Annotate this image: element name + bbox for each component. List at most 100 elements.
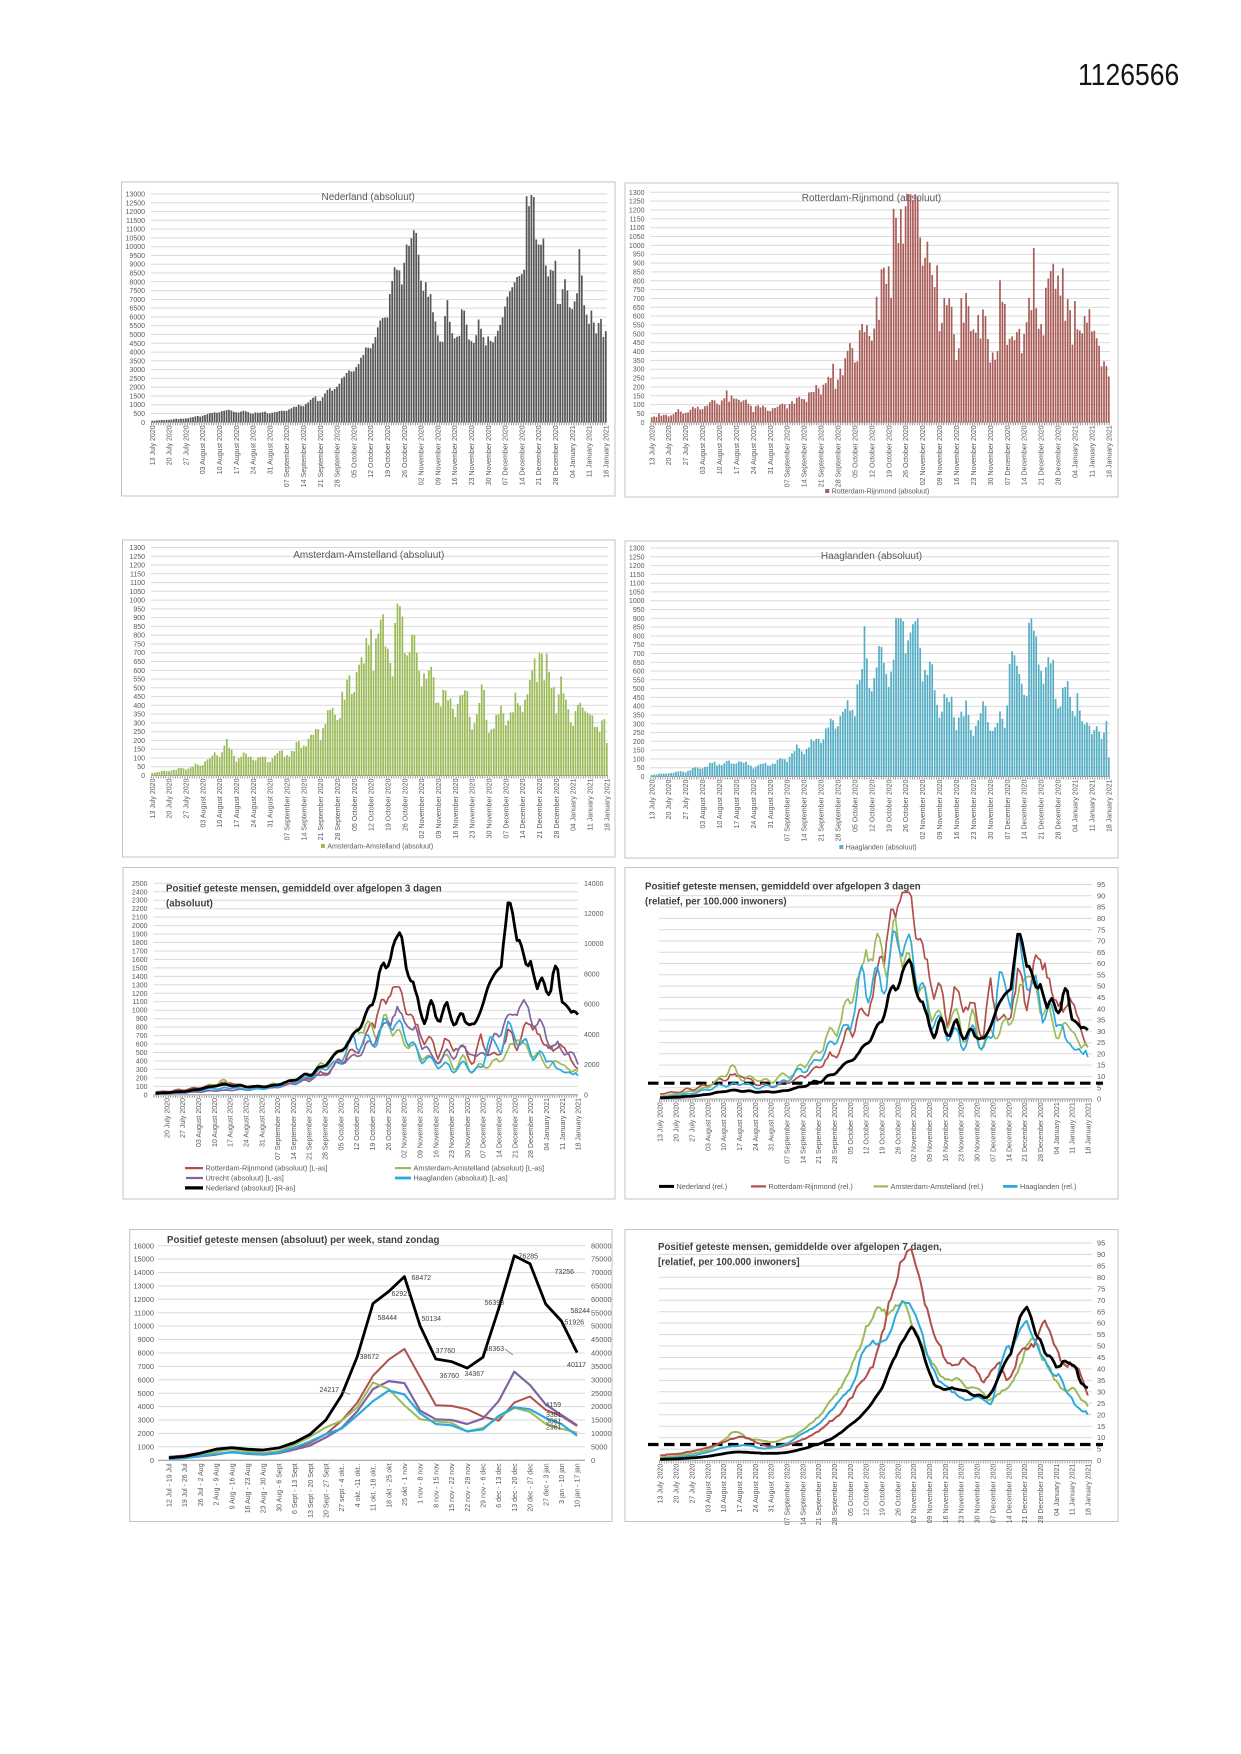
svg-text:20000: 20000 [591, 1402, 612, 1411]
svg-text:15 nov - 22 nov: 15 nov - 22 nov [449, 1463, 456, 1512]
svg-text:650: 650 [133, 659, 145, 666]
svg-text:400: 400 [133, 703, 145, 710]
svg-text:6 Sept - 13 Sept: 6 Sept - 13 Sept [292, 1463, 299, 1514]
svg-text:07 September 2020: 07 September 2020 [785, 1464, 792, 1526]
svg-text:15000: 15000 [133, 1255, 154, 1264]
svg-text:75: 75 [1097, 1284, 1105, 1293]
svg-text:80000: 80000 [591, 1241, 612, 1250]
svg-text:3381: 3381 [546, 1412, 562, 1419]
svg-text:50134: 50134 [422, 1316, 442, 1323]
svg-text:11 okt. -18 okt..: 11 okt. -18 okt.. [371, 1463, 378, 1511]
svg-text:2 Aug - 9 Aug: 2 Aug - 9 Aug [214, 1463, 221, 1505]
svg-text:17 August 2020: 17 August 2020 [734, 779, 741, 828]
svg-text:24 August 2020: 24 August 2020 [751, 425, 758, 474]
svg-text:58244: 58244 [571, 1308, 591, 1315]
svg-text:800: 800 [136, 1025, 148, 1032]
svg-text:03 August 2020: 03 August 2020 [705, 1102, 712, 1151]
svg-text:Rotterdam-Rijnmond (rel.): Rotterdam-Rijnmond (rel.) [769, 1182, 853, 1191]
svg-text:(relatief, per 100.000 inwoner: (relatief, per 100.000 inwoners) [645, 897, 787, 908]
svg-text:11 January 2021: 11 January 2021 [560, 1098, 567, 1150]
svg-text:05 October 2020: 05 October 2020 [352, 778, 359, 831]
svg-text:Positief geteste mensen, gemid: Positief geteste mensen, gemiddelde over… [658, 1242, 942, 1253]
svg-text:3000: 3000 [138, 1416, 154, 1425]
svg-text:1250: 1250 [629, 554, 645, 561]
svg-text:73256: 73256 [555, 1269, 575, 1276]
svg-text:19 October 2020: 19 October 2020 [386, 778, 393, 831]
svg-text:10 jan - 17 jan: 10 jan - 17 jan [575, 1463, 582, 1507]
svg-text:21 September 2020: 21 September 2020 [318, 425, 325, 487]
svg-text:12 Jul - 19 Jul: 12 Jul - 19 Jul [167, 1463, 174, 1507]
svg-text:21 September 2020: 21 September 2020 [816, 1102, 823, 1164]
svg-text:0: 0 [141, 420, 145, 427]
svg-text:1600: 1600 [132, 957, 148, 964]
svg-text:28 December 2020: 28 December 2020 [553, 425, 560, 485]
svg-text:18 January 2021: 18 January 2021 [603, 425, 610, 478]
svg-text:14 December 2020: 14 December 2020 [1022, 425, 1029, 485]
svg-text:14000: 14000 [133, 1268, 154, 1277]
svg-text:28 December 2020: 28 December 2020 [528, 1098, 535, 1158]
svg-text:56398: 56398 [485, 1300, 505, 1307]
svg-text:1050: 1050 [629, 234, 645, 241]
svg-text:5000: 5000 [138, 1389, 154, 1398]
svg-text:19 October 2020: 19 October 2020 [886, 425, 893, 478]
svg-text:23 November 2020: 23 November 2020 [469, 425, 476, 485]
svg-text:21 September 2020: 21 September 2020 [819, 779, 826, 841]
svg-text:100: 100 [136, 1084, 148, 1091]
svg-text:250: 250 [633, 730, 645, 737]
svg-text:21 December 2020: 21 December 2020 [1039, 779, 1046, 839]
svg-text:18 January 2021: 18 January 2021 [1086, 1102, 1093, 1154]
svg-text:18 okt - 25 okt: 18 okt - 25 okt [386, 1463, 393, 1507]
svg-text:30: 30 [1097, 1027, 1105, 1036]
svg-text:16000: 16000 [133, 1241, 154, 1250]
svg-text:6000: 6000 [138, 1375, 154, 1384]
svg-text:6 dec - 13 dec: 6 dec - 13 dec [496, 1463, 503, 1508]
svg-text:30 November 2020: 30 November 2020 [988, 425, 995, 485]
svg-text:0: 0 [150, 1456, 154, 1465]
svg-text:13 July 2020: 13 July 2020 [658, 1102, 665, 1142]
svg-text:Positief geteste mensen, gemid: Positief geteste mensen, gemiddeld over … [645, 882, 921, 893]
svg-text:8000: 8000 [129, 279, 145, 286]
svg-text:13000: 13000 [126, 192, 146, 199]
svg-text:16 November 2020: 16 November 2020 [453, 778, 460, 838]
svg-text:Rotterdam-Rijnmond (absoluut): Rotterdam-Rijnmond (absoluut) [832, 489, 930, 496]
svg-text:23 November 2020: 23 November 2020 [470, 778, 477, 838]
svg-text:Positief geteste mensen, gemid: Positief geteste mensen, gemiddeld over … [166, 884, 442, 895]
svg-text:05 October 2020: 05 October 2020 [848, 1102, 855, 1154]
svg-text:11 January 2021: 11 January 2021 [1070, 1102, 1077, 1154]
svg-text:24 August 2020: 24 August 2020 [753, 1464, 760, 1513]
svg-text:Haaglanden (absoluut): Haaglanden (absoluut) [846, 845, 917, 852]
svg-text:15000: 15000 [591, 1416, 612, 1425]
svg-text:750: 750 [633, 287, 645, 294]
svg-text:40117: 40117 [567, 1362, 586, 1369]
svg-text:6000: 6000 [584, 1002, 600, 1009]
svg-text:10 August 2020: 10 August 2020 [217, 778, 224, 827]
svg-text:40: 40 [1097, 1365, 1105, 1374]
svg-text:450: 450 [633, 695, 645, 702]
svg-text:24 August 2020: 24 August 2020 [251, 425, 258, 474]
svg-text:1000: 1000 [138, 1442, 154, 1451]
svg-text:0: 0 [641, 774, 645, 781]
svg-text:400: 400 [633, 349, 645, 356]
svg-text:26 October 2020: 26 October 2020 [386, 1098, 393, 1151]
svg-text:5000: 5000 [591, 1442, 607, 1451]
svg-text:10 August 2020: 10 August 2020 [217, 425, 224, 474]
svg-text:Haaglanden (absoluut): Haaglanden (absoluut) [821, 551, 922, 562]
svg-text:14 December 2020: 14 December 2020 [1006, 1102, 1013, 1162]
svg-text:4 okt. -11 okt..: 4 okt. -11 okt.. [355, 1463, 362, 1507]
svg-text:[relatief, per 100.000 inwoner: [relatief, per 100.000 inwoners] [658, 1257, 800, 1268]
svg-text:40000: 40000 [591, 1349, 612, 1358]
svg-text:21 December 2020: 21 December 2020 [512, 1098, 519, 1158]
svg-text:Haaglanden (absoluut) [L-as]: Haaglanden (absoluut) [L-as] [414, 1174, 508, 1183]
svg-text:26 October 2020: 26 October 2020 [895, 1464, 902, 1516]
svg-text:1150: 1150 [130, 571, 145, 578]
svg-text:85: 85 [1097, 1262, 1105, 1271]
svg-text:30 November 2020: 30 November 2020 [486, 425, 493, 485]
svg-text:Amsterdam-Amstelland (absoluut: Amsterdam-Amstelland (absoluut) [327, 844, 433, 851]
svg-text:02 November 2020: 02 November 2020 [402, 1098, 409, 1158]
svg-text:07 December 2020: 07 December 2020 [503, 778, 510, 838]
svg-text:26 October 2020: 26 October 2020 [903, 779, 910, 832]
svg-text:1000: 1000 [132, 1008, 148, 1015]
svg-text:03 August 2020: 03 August 2020 [700, 779, 707, 828]
svg-text:Amsterdam-Amstelland (absoluut: Amsterdam-Amstelland (absoluut) [L-as] [414, 1164, 545, 1173]
svg-text:22 nov - 29 nov: 22 nov - 29 nov [465, 1463, 472, 1512]
